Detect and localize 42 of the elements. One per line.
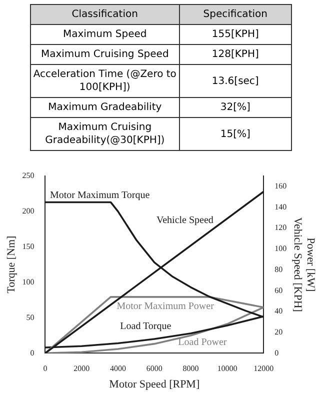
text: Maximum Speed bbox=[30, 24, 180, 44]
y-axis-title: Torque [Nm] bbox=[5, 236, 18, 294]
text: Classification bbox=[30, 4, 180, 24]
y2-tick-label: 160 bbox=[274, 182, 287, 191]
y2-tick-label: 100 bbox=[274, 244, 287, 254]
series-label: Load Torque bbox=[120, 321, 172, 332]
y-tick-label: 0 bbox=[30, 348, 34, 358]
x-tick-label: 2000 bbox=[74, 364, 90, 374]
text: 13.6[sec] bbox=[179, 64, 292, 98]
series-label: Motor Maximum Power bbox=[116, 300, 215, 312]
y-tick-label: 200 bbox=[22, 206, 34, 216]
x-tick-label: 6000 bbox=[146, 364, 162, 374]
y2-tick-label: 60 bbox=[274, 286, 283, 295]
y2-tick-label: 0 bbox=[274, 348, 279, 358]
x-tick-label: 4000 bbox=[110, 364, 126, 374]
y2-tick-label: 20 bbox=[274, 327, 283, 336]
y2-tick-label: 120 bbox=[274, 223, 287, 232]
y2-axis-title: Power [kW] Vehicle Speed [KPH] bbox=[291, 217, 317, 312]
y-tick-label: 100 bbox=[22, 277, 34, 286]
text: Maximum Cruising Speed bbox=[30, 44, 180, 64]
series-label: Vehicle Speed bbox=[156, 214, 214, 226]
y2-tick-label: 80 bbox=[274, 264, 283, 274]
text: Specification bbox=[179, 4, 292, 24]
text: 128[KPH] bbox=[179, 44, 292, 64]
text: 32[%] bbox=[179, 98, 292, 118]
y2-tick-label: 140 bbox=[274, 202, 287, 212]
text: 15[%] bbox=[179, 118, 292, 150]
x-tick-label: 10000 bbox=[217, 364, 238, 374]
y2-tick-label: 40 bbox=[274, 306, 283, 316]
x-tick-label: 0 bbox=[43, 364, 48, 374]
text: Acceleration Time (@Zero to 100[KPH]) bbox=[30, 64, 180, 98]
y-tick-label: 50 bbox=[26, 312, 34, 322]
series-label: Load Power bbox=[178, 337, 228, 348]
x-tick-label: 12000 bbox=[254, 364, 274, 374]
x-axis-title: Motor Speed [RPM] bbox=[109, 378, 200, 390]
series-label: Motor Maximum Torque bbox=[50, 190, 150, 202]
text: Maximum Gradeability bbox=[30, 98, 180, 118]
text: Maximum Cruising Gradeability(@30[KPH]) bbox=[30, 118, 180, 150]
y-tick-label: 250 bbox=[22, 171, 34, 180]
y-tick-label: 150 bbox=[22, 242, 34, 251]
x-tick-label: 8000 bbox=[182, 364, 199, 374]
text: 155[KPH] bbox=[179, 24, 292, 44]
